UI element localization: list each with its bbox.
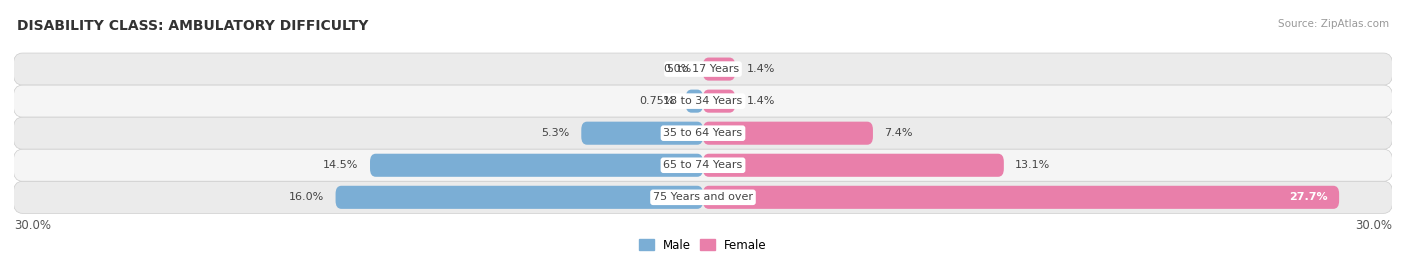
Text: 14.5%: 14.5% (323, 160, 359, 170)
FancyBboxPatch shape (13, 53, 1393, 85)
FancyBboxPatch shape (703, 58, 735, 81)
Text: 7.4%: 7.4% (884, 128, 912, 138)
Text: 30.0%: 30.0% (1355, 219, 1392, 232)
Text: 75 Years and over: 75 Years and over (652, 192, 754, 202)
Text: 1.4%: 1.4% (747, 96, 775, 106)
Text: 0.0%: 0.0% (664, 64, 692, 74)
FancyBboxPatch shape (13, 85, 1393, 117)
FancyBboxPatch shape (336, 186, 703, 209)
Text: 18 to 34 Years: 18 to 34 Years (664, 96, 742, 106)
Text: 35 to 64 Years: 35 to 64 Years (664, 128, 742, 138)
FancyBboxPatch shape (703, 154, 1004, 177)
FancyBboxPatch shape (13, 149, 1393, 181)
Text: 16.0%: 16.0% (288, 192, 323, 202)
FancyBboxPatch shape (370, 154, 703, 177)
FancyBboxPatch shape (703, 90, 735, 113)
Text: 30.0%: 30.0% (14, 219, 51, 232)
Text: 0.75%: 0.75% (638, 96, 675, 106)
Text: Source: ZipAtlas.com: Source: ZipAtlas.com (1278, 19, 1389, 29)
FancyBboxPatch shape (703, 122, 873, 145)
Text: 65 to 74 Years: 65 to 74 Years (664, 160, 742, 170)
Text: 1.4%: 1.4% (747, 64, 775, 74)
Text: 27.7%: 27.7% (1289, 192, 1327, 202)
FancyBboxPatch shape (13, 181, 1393, 213)
Text: 5 to 17 Years: 5 to 17 Years (666, 64, 740, 74)
Text: 5.3%: 5.3% (541, 128, 569, 138)
Text: DISABILITY CLASS: AMBULATORY DIFFICULTY: DISABILITY CLASS: AMBULATORY DIFFICULTY (17, 19, 368, 33)
FancyBboxPatch shape (581, 122, 703, 145)
Text: 13.1%: 13.1% (1015, 160, 1050, 170)
Legend: Male, Female: Male, Female (640, 239, 766, 252)
FancyBboxPatch shape (703, 186, 1339, 209)
FancyBboxPatch shape (686, 90, 703, 113)
FancyBboxPatch shape (13, 117, 1393, 149)
